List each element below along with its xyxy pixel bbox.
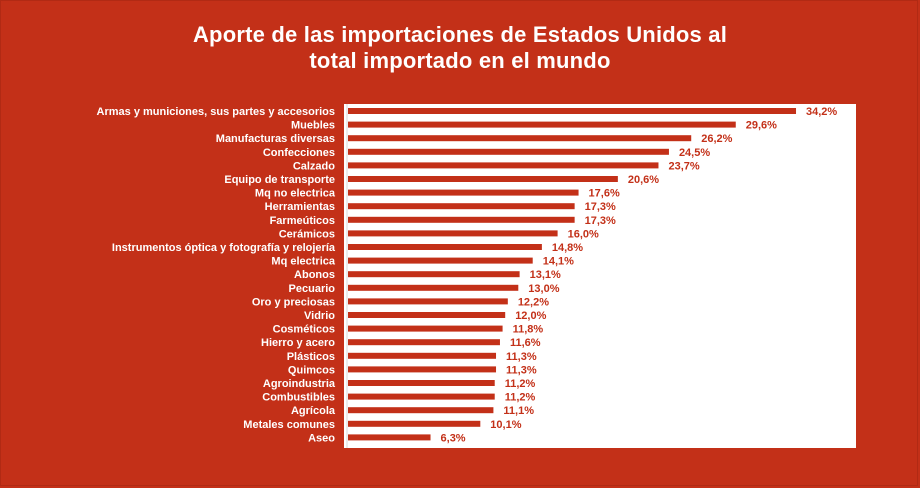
bar: [348, 230, 558, 237]
bar: [348, 244, 542, 250]
category-label: Quimcos: [288, 364, 335, 376]
value-label: 10,1%: [490, 419, 521, 431]
bar: [348, 325, 503, 332]
value-label: 29,6%: [746, 120, 777, 132]
bar: [348, 393, 495, 400]
bar: [348, 380, 495, 386]
category-label: Manufacturas diversas: [216, 133, 335, 145]
value-label: 13,1%: [530, 269, 561, 281]
category-label: Combustibles: [262, 392, 335, 404]
category-label: Oro y preciosas: [252, 296, 335, 308]
bar: [348, 203, 575, 210]
category-label: Metales comunes: [243, 419, 335, 431]
bar: [348, 108, 797, 114]
category-label: Farmeúticos: [270, 215, 335, 227]
category-label: Hierro y acero: [261, 337, 335, 349]
category-label: Agroindustria: [263, 378, 336, 390]
bar: [348, 366, 497, 373]
bar: [348, 135, 692, 142]
category-label: Agrícola: [291, 405, 336, 417]
value-label: 34,2%: [806, 106, 837, 118]
value-label: 17,6%: [589, 188, 620, 200]
bar: [348, 284, 519, 291]
bar: [348, 352, 497, 359]
value-label: 11,2%: [505, 392, 536, 404]
value-label: 24,5%: [679, 147, 710, 159]
value-label: 11,6%: [510, 337, 541, 349]
value-label: 6,3%: [441, 432, 466, 444]
value-label: 13,0%: [528, 283, 559, 295]
value-label: 23,7%: [668, 160, 699, 172]
value-label: 11,3%: [506, 364, 537, 376]
bar: [348, 271, 520, 278]
category-label: Instrumentos óptica y fotografía y reloj…: [112, 242, 336, 254]
bar: [348, 339, 500, 346]
bar: [348, 434, 431, 441]
value-label: 11,2%: [505, 378, 536, 390]
category-label: Mq no electrica: [255, 188, 336, 200]
category-label: Pecuario: [289, 283, 336, 295]
value-label: 11,3%: [506, 351, 537, 363]
category-label: Abonos: [294, 269, 335, 281]
category-label: Cerámicos: [279, 228, 335, 240]
value-label: 12,2%: [518, 296, 549, 308]
category-label: Muebles: [291, 120, 335, 132]
value-label: 20,6%: [628, 174, 659, 186]
bar: [348, 312, 506, 318]
value-label: 14,1%: [543, 256, 574, 268]
bar: [348, 298, 508, 305]
bar: [348, 407, 494, 414]
chart-title: Aporte de las importaciones de Estados U…: [60, 22, 860, 74]
category-label: Vidrio: [304, 310, 335, 322]
bar: [348, 121, 736, 128]
category-label: Calzado: [293, 160, 335, 172]
category-label: Armas y municiones, sus partes y accesor…: [97, 106, 335, 118]
category-label: Confecciones: [263, 147, 335, 159]
value-label: 17,3%: [585, 201, 616, 213]
category-label: Plásticos: [287, 351, 335, 363]
bar: [348, 420, 481, 427]
category-label: Equipo de transporte: [224, 174, 335, 186]
category-label: Herramientas: [265, 201, 335, 213]
chart-title-line-2: total importado en el mundo: [309, 48, 611, 73]
bar: [348, 148, 669, 155]
category-label: Mq electrica: [271, 256, 335, 268]
value-label: 12,0%: [515, 310, 546, 322]
bar: [348, 257, 533, 264]
value-label: 11,8%: [513, 324, 544, 336]
category-label: Cosméticos: [273, 324, 335, 336]
value-label: 11,1%: [503, 405, 534, 417]
bar: [348, 189, 579, 196]
bar: [348, 162, 659, 169]
value-label: 14,8%: [552, 242, 583, 254]
bar: [348, 176, 618, 182]
chart-title-line-1: Aporte de las importaciones de Estados U…: [192, 22, 728, 47]
value-label: 26,2%: [701, 133, 732, 145]
value-label: 17,3%: [585, 215, 616, 227]
category-label: Aseo: [308, 432, 335, 444]
bar: [348, 216, 575, 223]
value-label: 16,0%: [568, 228, 599, 240]
